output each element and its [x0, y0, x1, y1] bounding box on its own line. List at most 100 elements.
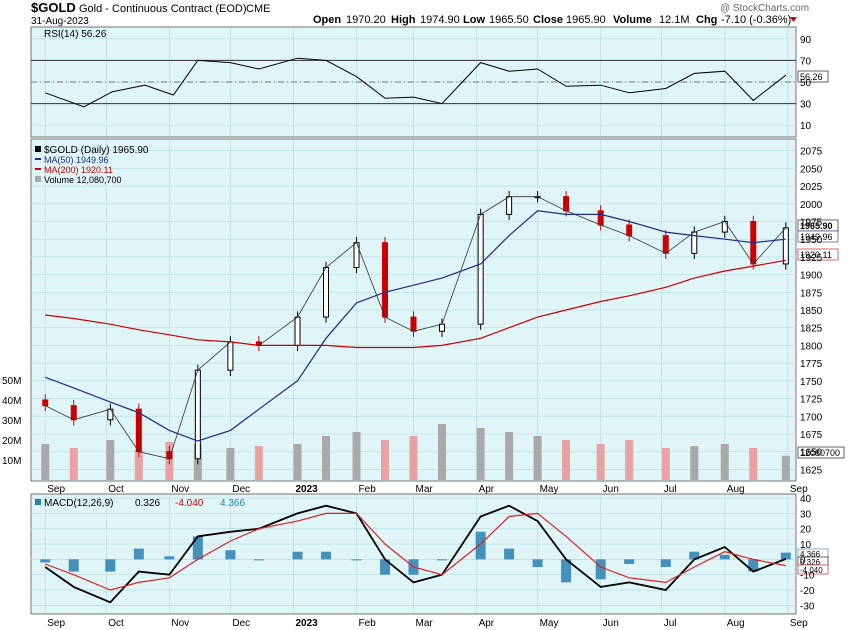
rsi-last-box [797, 70, 829, 83]
macd-histogram-bar [164, 556, 175, 560]
volume-bar [781, 455, 790, 480]
volume-bar [476, 428, 485, 480]
macd-histogram-bar [780, 552, 791, 560]
price-candle-body [410, 316, 417, 332]
price-candle-body [477, 213, 484, 325]
volume-bar [409, 436, 418, 480]
x-axis-label: May [540, 618, 559, 629]
price-tick-label: 2075 [800, 147, 823, 158]
close-last-value: 1965.90 [800, 221, 833, 231]
volume-tick-label: 40M [2, 396, 21, 407]
down-arrow-icon [790, 17, 797, 22]
volume-bar [69, 448, 78, 480]
price-candle-body [662, 235, 669, 254]
macd-value: 0.326 [135, 498, 160, 509]
price-candle-body [294, 316, 301, 346]
exchange-label: CME [246, 3, 270, 15]
macd-histogram-bar [68, 559, 79, 572]
volume-bar [533, 436, 542, 480]
chg-label: Chg [696, 14, 717, 26]
x-axis-label: 2023 [295, 618, 318, 629]
volume-tick-label: 50M [2, 376, 21, 387]
macd-legend-swatch [35, 499, 41, 505]
rsi-tick-label: 50 [800, 78, 812, 89]
price-tick-label: 1975 [800, 217, 823, 228]
x-axis-label: 2023 [295, 484, 318, 495]
price-candle-body [721, 220, 728, 233]
close-value: 1965.90 [566, 14, 606, 26]
volume-bar [596, 444, 605, 480]
rsi-tick-label: 10 [800, 121, 812, 132]
high-value: 1974.90 [420, 14, 460, 26]
symbol-description: Gold - Continuous Contract (EOD) [79, 3, 247, 15]
ma200-last-box [797, 248, 839, 261]
macd-histogram-bar [532, 559, 543, 568]
volume-bar [562, 440, 571, 480]
price-candle-body [135, 408, 142, 453]
macd-tick-label: 30 [800, 509, 812, 520]
price-candle-body [227, 341, 234, 371]
price-tick-label: 1800 [800, 341, 823, 352]
price-candle-body [323, 267, 330, 318]
volume-tick-label: 10M [2, 456, 21, 467]
rsi-tick-label: 90 [800, 35, 812, 46]
volume-bar [505, 432, 514, 480]
volume-bar [352, 432, 361, 480]
volume-last-value: 12080700 [800, 448, 840, 458]
x-axis-label: Mar [416, 618, 434, 629]
x-axis-label: Dec [232, 484, 250, 495]
close-label: Close [533, 14, 563, 26]
macd-histogram-bar [504, 548, 515, 560]
macd-histogram-bar [133, 548, 144, 560]
x-axis-label: Mar [416, 484, 434, 495]
volume-bar [322, 436, 331, 480]
price-candle-body [626, 224, 633, 237]
x-axis-label: Dec [232, 618, 250, 629]
chg-value: -7.10 (-0.36%) [721, 14, 791, 26]
price-tick-label: 1825 [800, 324, 823, 335]
x-axis-label: Nov [171, 484, 189, 495]
x-axis-label: Sep [47, 618, 65, 629]
macd-signal-value: -4.040 [175, 498, 204, 509]
low-value: 1965.50 [489, 14, 529, 26]
macd-last: 0.326 [800, 558, 821, 567]
x-axis-label: Jun [603, 484, 619, 495]
volume-tick-label: 30M [2, 416, 21, 427]
x-axis-label: Nov [171, 618, 189, 629]
macd-signal-line [44, 512, 786, 591]
price-candle-body [563, 196, 570, 212]
rsi-tick-label: 70 [800, 56, 812, 67]
price-legend-ma200: MA(200) 1920.11 [44, 165, 113, 175]
rsi-tick-label: 30 [800, 100, 812, 111]
open-label: Open [313, 14, 341, 26]
x-axis-label: Feb [359, 484, 377, 495]
ma50-last-value: 1949.96 [800, 232, 833, 242]
macd-histogram-bar [40, 559, 51, 563]
macd-histogram-bar [292, 551, 303, 560]
macd-histogram-bar [192, 536, 203, 560]
macd-histogram-bar [436, 559, 447, 561]
x-axis-label: Sep [47, 484, 65, 495]
open-value: 1970.20 [346, 14, 386, 26]
macd-hist-last: 4.366 [800, 550, 821, 559]
volume-bar [293, 444, 302, 480]
price-candle-body [70, 405, 77, 421]
macd-histogram-bar [475, 531, 486, 560]
price-tick-label: 1750 [800, 377, 823, 388]
volume-bar [226, 448, 235, 480]
volume-bar [381, 440, 390, 480]
price-tick-label: 1675 [800, 430, 823, 441]
macd-tick-label: -30 [800, 601, 815, 612]
macd-tick-label: 40 [800, 494, 812, 505]
macd-tick-label: -10 [800, 571, 815, 582]
price-tick-label: 1700 [800, 412, 823, 423]
price-candle-body [42, 399, 49, 407]
price-candle-body [782, 227, 789, 265]
macd-histogram-bar [689, 551, 700, 560]
price-tick-label: 1850 [800, 306, 823, 317]
macd-tick-label: 20 [800, 525, 812, 536]
rsi-title: RSI(14) 56.26 [44, 29, 107, 40]
volume-bar [690, 446, 699, 480]
volume-bar [106, 440, 115, 480]
